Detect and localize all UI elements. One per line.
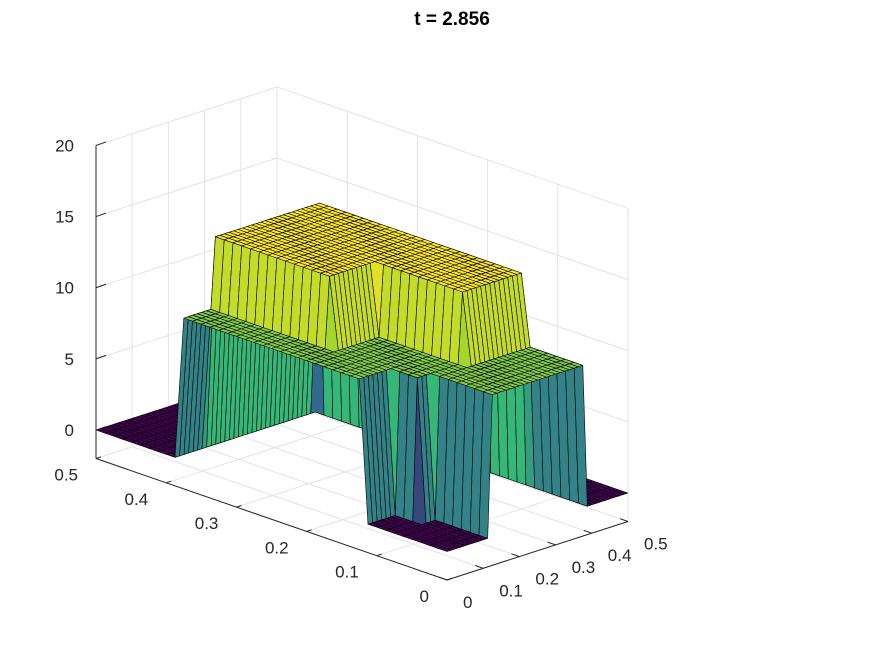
grid-line xyxy=(276,157,629,281)
x-tick-label: 0.1 xyxy=(499,581,523,600)
x-tick xyxy=(547,541,556,546)
x-tick-label: 0.3 xyxy=(572,558,596,577)
surface-cell xyxy=(437,546,452,552)
z-tick xyxy=(95,141,107,146)
surface-cell xyxy=(320,271,335,277)
y-tick xyxy=(446,577,453,581)
axes: 0 5 10 15 20 0 0.1 0.2 0.3 0.4 0.5 0 0.1 0.2 0.3 0.4 0.5 xyxy=(54,136,667,612)
z-tick xyxy=(95,426,107,431)
x-tick xyxy=(438,576,448,581)
y-tick xyxy=(236,505,242,508)
x-tick-label: 0.5 xyxy=(644,535,668,554)
y-tick-label: 0.2 xyxy=(265,538,289,557)
x-tick xyxy=(511,553,520,558)
y-tick-label: 0.1 xyxy=(335,563,359,582)
x-tick-label: 0.2 xyxy=(535,570,559,589)
z-tick xyxy=(95,354,107,360)
chart-title: t = 2.856 xyxy=(414,9,490,30)
z-tick-label: 0 xyxy=(65,421,74,440)
y-tick-label: 0.4 xyxy=(125,490,149,509)
grid-line xyxy=(276,86,629,209)
surface-cell xyxy=(483,389,498,395)
x-tick xyxy=(583,529,592,534)
y-tick xyxy=(95,456,102,459)
surface-cell xyxy=(350,374,365,380)
surface-cell xyxy=(408,372,423,379)
x-tick-label: 0.4 xyxy=(608,546,632,565)
y-tick xyxy=(306,529,312,532)
y-tick xyxy=(376,553,382,557)
y-tick-label: 0.5 xyxy=(54,466,78,485)
y-tick-label: 0 xyxy=(420,587,429,606)
surface-cell xyxy=(453,287,468,293)
grid-line xyxy=(95,86,278,146)
z-tick xyxy=(95,283,107,289)
z-tick-label: 20 xyxy=(55,136,74,155)
z-tick-label: 10 xyxy=(55,279,74,298)
y-axis-line xyxy=(95,458,448,581)
x-tick xyxy=(475,565,484,569)
x-tick-label: 0 xyxy=(463,593,472,612)
grid-line xyxy=(95,157,278,218)
z-tick-label: 15 xyxy=(55,208,74,227)
z-tick-label: 5 xyxy=(65,350,74,369)
z-tick xyxy=(95,212,107,218)
y-tick xyxy=(166,480,172,484)
surface-mesh xyxy=(95,202,629,552)
grid-line xyxy=(132,446,484,569)
grid-line xyxy=(166,423,348,484)
x-axis-line xyxy=(446,521,629,581)
y-tick-label: 0.3 xyxy=(195,514,219,533)
x-tick xyxy=(619,518,629,522)
